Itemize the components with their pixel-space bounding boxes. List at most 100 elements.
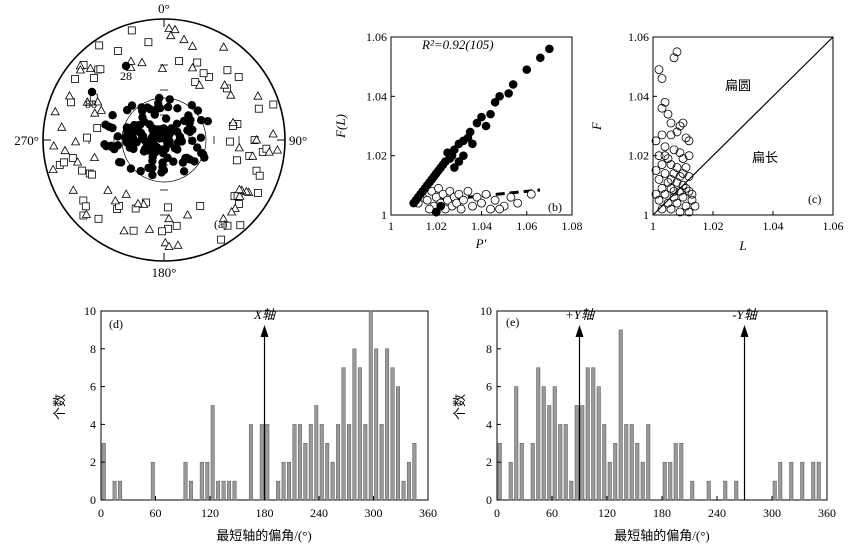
x-tick-label: 1.02 xyxy=(703,219,724,233)
lf-point xyxy=(678,154,688,164)
max-axis-dot xyxy=(113,132,123,141)
int-axis-triangle xyxy=(272,145,283,154)
histogram-bar xyxy=(221,480,226,501)
int-axis-triangles xyxy=(48,23,283,251)
lf-point xyxy=(669,145,679,155)
histogram-bar xyxy=(673,443,678,501)
y-tick-label: 1 xyxy=(643,208,649,222)
f-point xyxy=(422,195,432,205)
histogram-bar xyxy=(778,461,783,501)
histogram-bar xyxy=(541,386,546,501)
lf-point xyxy=(660,151,670,161)
lf-point xyxy=(681,133,691,143)
x-tick-label: 1.08 xyxy=(562,219,583,233)
x-tick-label: 120 xyxy=(598,506,616,520)
histogram-bar xyxy=(497,443,502,501)
lf-point xyxy=(684,151,694,161)
histogram-bar xyxy=(276,480,281,501)
l-point xyxy=(508,80,518,89)
max-axis-dot xyxy=(135,120,145,130)
histogram-bar xyxy=(319,424,324,501)
int-axis-triangle xyxy=(234,142,244,152)
max-axis-dot xyxy=(161,135,171,144)
f-point xyxy=(481,189,491,199)
histogram-bar xyxy=(662,461,667,501)
lf-point xyxy=(663,177,673,187)
y-tick-label: 10 xyxy=(84,304,96,318)
int-axis-triangle xyxy=(164,241,174,251)
l-point xyxy=(443,148,452,157)
histogram-bar xyxy=(596,386,601,501)
axis-arrow-label: -Y轴 xyxy=(732,307,759,322)
min-axis-square xyxy=(127,26,136,35)
int-axis-triangle xyxy=(57,122,67,131)
f-point xyxy=(454,189,464,199)
max-axis-dot xyxy=(167,124,176,133)
min-axis-square xyxy=(232,156,241,165)
histogram-bar xyxy=(385,348,390,501)
int-axis-triangle xyxy=(85,63,96,72)
histogram-bar xyxy=(723,480,728,501)
x-tick-label: 300 xyxy=(763,506,781,520)
lf-point xyxy=(678,180,688,190)
axis-arrow-head xyxy=(575,325,584,337)
lf-point xyxy=(654,151,664,161)
histogram-bar xyxy=(640,461,645,501)
lf-point xyxy=(669,53,679,63)
f-point xyxy=(526,189,536,199)
max-axis-dot xyxy=(148,156,157,166)
x-tick-label: 1.04 xyxy=(763,219,784,233)
label-180deg: 180° xyxy=(152,265,177,280)
l-point xyxy=(459,151,468,160)
x-tick-label: 0 xyxy=(98,506,104,520)
label-270deg: 270° xyxy=(14,133,39,148)
lf-point xyxy=(651,166,661,175)
int-axis-triangle xyxy=(68,185,78,194)
lf-point xyxy=(657,103,667,113)
x-axis-title-b: P′ xyxy=(475,236,487,251)
max-axis-dot xyxy=(132,138,141,147)
int-axis-triangle xyxy=(144,224,155,233)
histogram-bar xyxy=(706,480,711,501)
axis-ticks-d: 0 60 120 180 240 300 360 0 2 4 6 8 10 xyxy=(84,304,437,520)
max-axis-dot xyxy=(187,101,196,110)
int-axis-triangle xyxy=(110,195,120,205)
histogram-bar xyxy=(396,386,400,501)
int-axis-triangle xyxy=(49,140,59,150)
x-axis-title-c: L xyxy=(738,238,746,253)
lf-point xyxy=(684,136,694,146)
x-tick-label: 360 xyxy=(818,506,836,520)
label-90deg: 90° xyxy=(289,133,307,148)
lf-point xyxy=(663,198,673,208)
x-tick-label: 1 xyxy=(388,219,394,233)
lf-point xyxy=(678,118,688,128)
min-axis-square xyxy=(223,66,232,75)
annotation-r2: R²=0.92(105) xyxy=(421,37,494,52)
min-axis-square xyxy=(217,235,226,244)
histogram-bar xyxy=(188,480,193,501)
axis-arrows-d: X轴 xyxy=(253,307,277,500)
f-point xyxy=(495,204,505,214)
axis-arrow-head xyxy=(260,325,269,337)
max-axis-dot xyxy=(121,61,131,71)
min-axis-square xyxy=(96,65,105,74)
histogram-bar xyxy=(690,480,695,501)
lf-point xyxy=(651,136,661,146)
histogram-bar xyxy=(308,424,313,501)
histogram-bar xyxy=(183,461,188,501)
min-axis-square xyxy=(67,98,75,107)
y-tick-label: 1.02 xyxy=(628,149,649,163)
lf-point xyxy=(654,65,664,75)
min-axis-square xyxy=(254,104,263,113)
lf-point xyxy=(657,160,667,169)
lf-point xyxy=(660,169,670,178)
series-l-filled-circles xyxy=(409,44,554,217)
x-tick-label: 180 xyxy=(256,506,274,520)
histogram-bar xyxy=(816,461,821,501)
lf-point xyxy=(672,47,682,57)
l-point xyxy=(436,201,446,211)
max-axis-dot xyxy=(143,145,152,154)
int-axis-triangle xyxy=(179,34,189,44)
histogram-bar xyxy=(811,461,816,501)
int-axis-triangle xyxy=(96,105,106,114)
